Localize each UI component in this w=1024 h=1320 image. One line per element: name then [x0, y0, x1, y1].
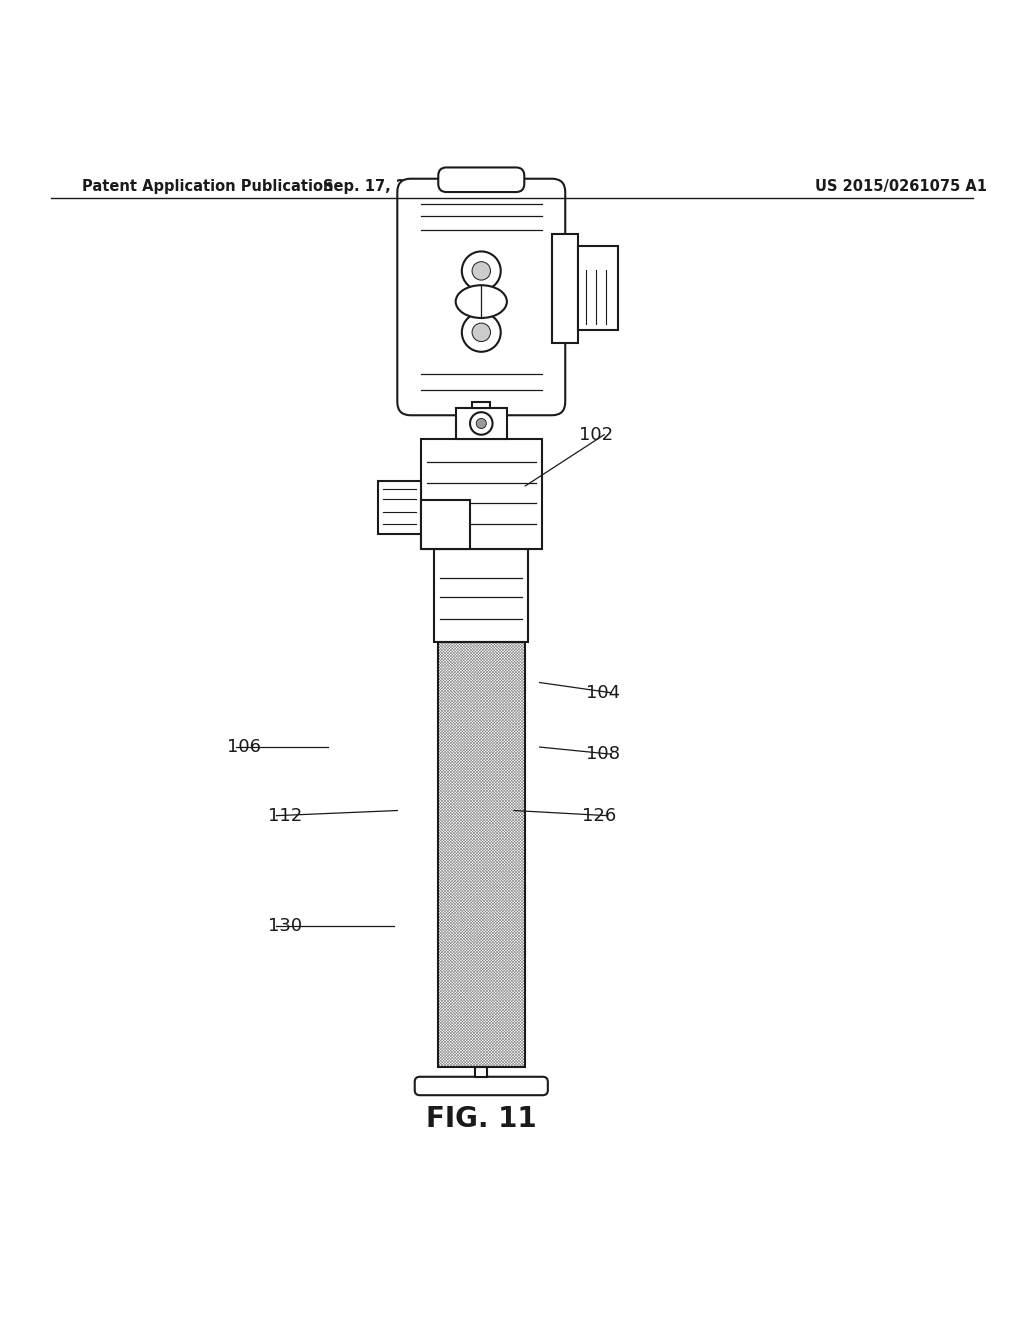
Text: 106: 106: [227, 738, 261, 756]
Bar: [421, 500, 470, 549]
Text: 102: 102: [579, 426, 612, 444]
Bar: [552, 234, 578, 343]
Bar: [438, 642, 524, 1067]
Bar: [578, 247, 618, 330]
Circle shape: [462, 313, 501, 351]
Circle shape: [472, 261, 490, 280]
Ellipse shape: [456, 285, 507, 318]
Circle shape: [476, 418, 486, 429]
Bar: [472, 403, 490, 408]
Text: Sep. 17, 2015  Sheet 7 of 11: Sep. 17, 2015 Sheet 7 of 11: [323, 180, 558, 194]
Circle shape: [470, 412, 493, 434]
Circle shape: [472, 323, 490, 342]
FancyBboxPatch shape: [415, 1077, 548, 1096]
FancyBboxPatch shape: [438, 168, 524, 191]
Bar: [421, 438, 542, 549]
Text: 108: 108: [586, 746, 620, 763]
Circle shape: [462, 251, 501, 290]
Text: FIG. 11: FIG. 11: [426, 1105, 537, 1133]
Text: Patent Application Publication: Patent Application Publication: [82, 180, 334, 194]
Bar: [378, 480, 421, 535]
Text: US 2015/0261075 A1: US 2015/0261075 A1: [815, 180, 987, 194]
Text: 104: 104: [586, 684, 620, 702]
Bar: [456, 408, 507, 438]
Bar: [475, 1067, 487, 1077]
FancyBboxPatch shape: [397, 178, 565, 416]
Bar: [434, 549, 528, 642]
Text: 130: 130: [268, 917, 302, 936]
Text: 126: 126: [582, 807, 615, 825]
Text: 112: 112: [268, 807, 302, 825]
